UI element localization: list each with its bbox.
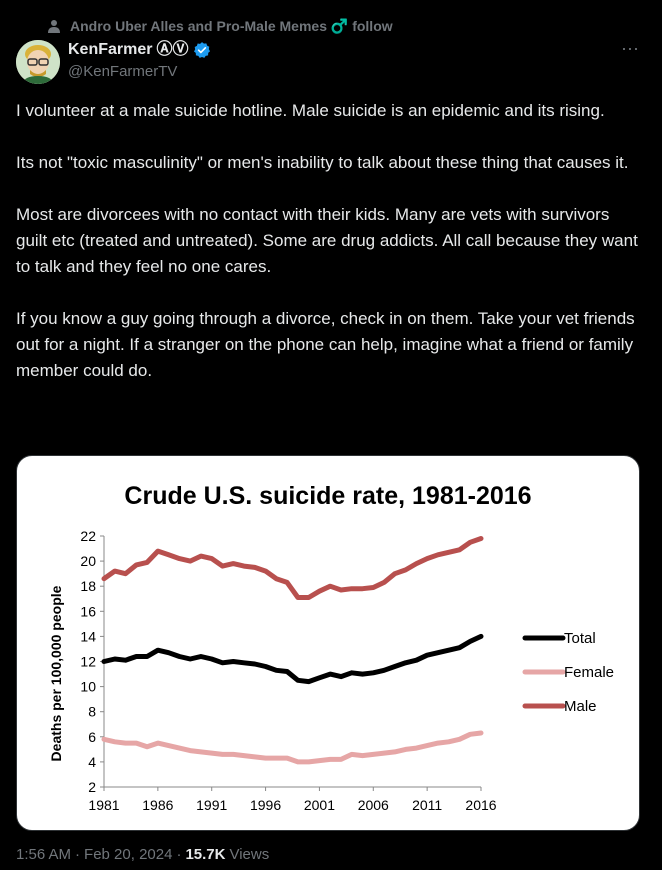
separator: · — [75, 846, 81, 863]
verified-badge-icon[interactable] — [193, 41, 211, 59]
tweet-text: I volunteer at a male suicide hotline. M… — [16, 98, 644, 410]
tweet-paragraph: Its not "toxic masculinity" or men's ina… — [16, 153, 629, 172]
y-axis-label: Deaths per 100,000 people — [48, 585, 64, 761]
x-tick-label: 2016 — [465, 797, 496, 813]
avatar-illustration — [16, 40, 60, 84]
y-tick-label: 2 — [88, 779, 96, 795]
y-tick-label: 8 — [88, 704, 96, 720]
y-tick-label: 12 — [80, 654, 96, 670]
author-block: KenFarmer ⒶⓋ @KenFarmerTV — [68, 40, 211, 82]
x-tick-label: 1991 — [196, 797, 227, 813]
more-options-button[interactable]: ··· — [621, 38, 639, 58]
series-line-male — [101, 536, 484, 600]
chart-title: Crude U.S. suicide rate, 1981-2016 — [124, 482, 531, 510]
separator: · — [176, 846, 182, 863]
x-tick-label: 2011 — [412, 797, 442, 813]
tweet-meta: 1:56 AM · Feb 20, 2024 · 15.7K Views — [16, 846, 269, 863]
social-context-text: Andro Uber Alles and Pro-Male Memes ♂️ f… — [70, 17, 393, 34]
x-tick-label: 2001 — [304, 797, 335, 813]
series-line-female — [101, 730, 484, 765]
avatar[interactable] — [16, 40, 60, 84]
x-tick-label: 2006 — [358, 797, 389, 813]
x-tick-label: 1981 — [88, 797, 119, 813]
tweet-media[interactable]: Crude U.S. suicide rate, 1981-2016 2 4 6 8 10… — [16, 455, 640, 831]
suicide-rate-chart: Crude U.S. suicide rate, 1981-2016 2 4 6 8 10… — [48, 482, 614, 813]
y-tick-label: 16 — [80, 603, 96, 619]
y-tick-label: 14 — [80, 628, 96, 644]
y-tick-label: 22 — [80, 528, 96, 544]
y-tick-label: 4 — [88, 754, 96, 770]
y-tick-label: 20 — [80, 553, 96, 569]
display-name[interactable]: KenFarmer — [68, 41, 153, 58]
y-tick-label: 18 — [80, 578, 96, 594]
x-tick-label: 1986 — [142, 797, 173, 813]
name-glyphs: ⒶⓋ — [156, 41, 189, 58]
series-line-total — [101, 633, 484, 685]
legend-label-female: Female — [564, 664, 614, 681]
x-tick-label: 1996 — [250, 797, 281, 813]
tweet-paragraph: If you know a guy going through a divorc… — [16, 309, 635, 380]
legend-label-male: Male — [564, 698, 597, 715]
views-label: Views — [229, 846, 270, 863]
views-count: 15.7K — [185, 846, 226, 863]
handle[interactable]: @KenFarmerTV — [68, 63, 178, 80]
y-tick-label: 10 — [80, 679, 96, 695]
tweet-paragraph: Most are divorcees with no contact with … — [16, 205, 638, 276]
post-date[interactable]: Feb 20, 2024 — [84, 846, 173, 863]
tweet-paragraph: I volunteer at a male suicide hotline. M… — [16, 101, 605, 120]
legend-label-total: Total — [564, 630, 596, 647]
person-icon — [48, 20, 60, 33]
post-time[interactable]: 1:56 AM — [16, 846, 72, 863]
y-tick-label: 6 — [88, 729, 96, 745]
social-context[interactable]: Andro Uber Alles and Pro-Male Memes ♂️ f… — [46, 16, 393, 36]
